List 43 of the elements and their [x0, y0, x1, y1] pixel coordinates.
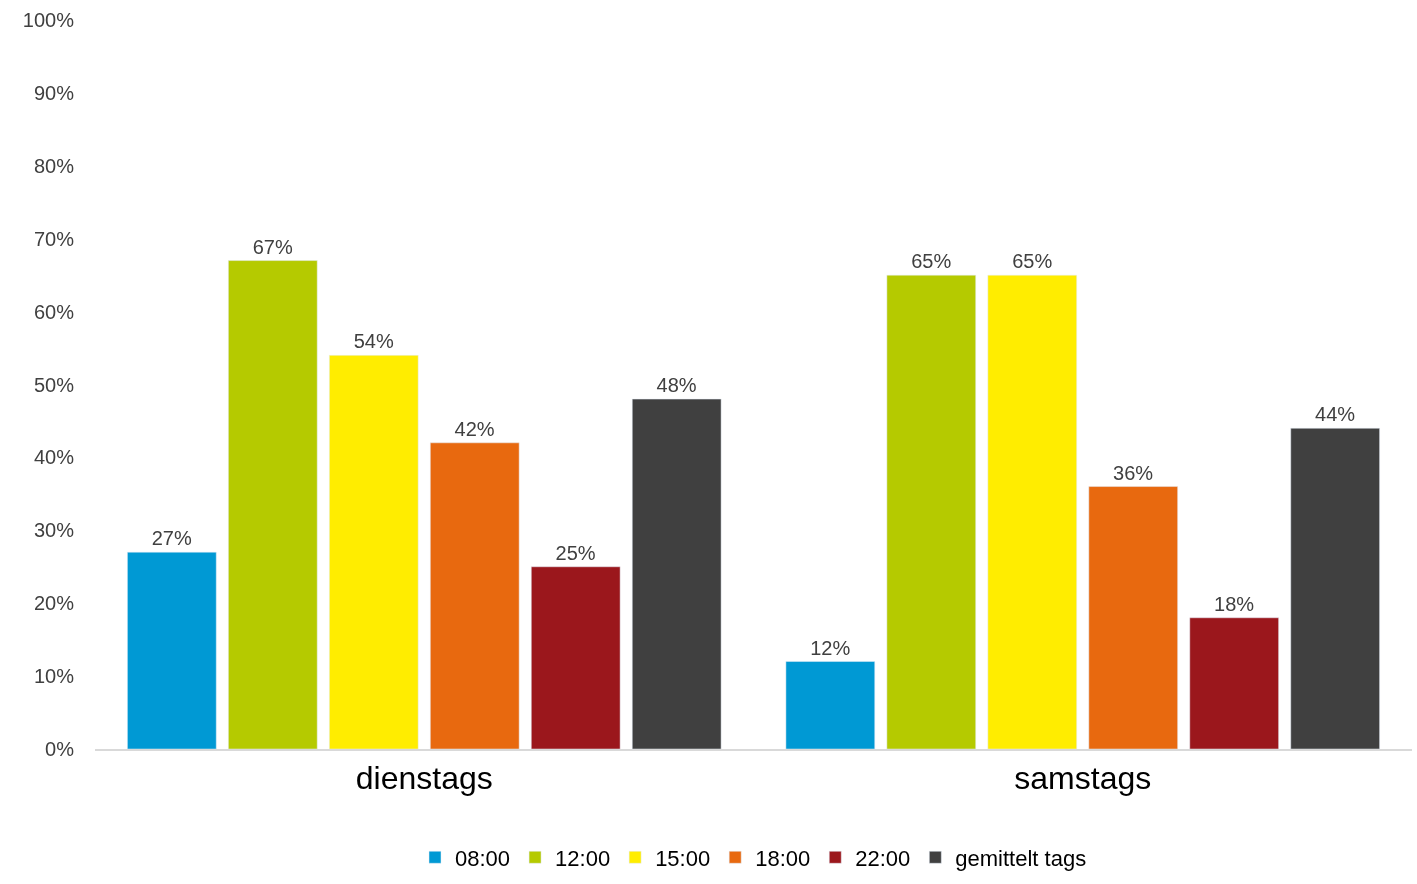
y-tick-label: 80%	[33, 154, 75, 177]
data-label: 54%	[353, 330, 394, 353]
y-tick-label: 40%	[33, 446, 75, 469]
bar	[1189, 617, 1279, 749]
bar	[1290, 427, 1380, 749]
data-label: 67%	[252, 235, 293, 258]
legend-label: 08:00	[455, 845, 511, 871]
bar	[228, 260, 318, 749]
bar	[430, 442, 520, 749]
bar	[785, 661, 875, 749]
y-tick-label: 10%	[33, 665, 75, 688]
legend-label: 18:00	[755, 845, 811, 871]
data-label: 65%	[911, 250, 952, 273]
x-tick-label: samstags	[1014, 760, 1152, 797]
bar	[886, 274, 976, 749]
x-tick-label: dienstags	[355, 760, 493, 797]
y-tick-label: 20%	[33, 592, 75, 615]
y-tick-label: 60%	[33, 300, 75, 323]
y-tick-label: 30%	[33, 519, 75, 542]
legend-label: 15:00	[655, 845, 711, 871]
y-tick-label: 0%	[45, 738, 75, 760]
y-tick-label: 100%	[22, 9, 75, 31]
data-label: 18%	[1214, 592, 1255, 615]
data-label: 42%	[454, 417, 495, 440]
bar	[127, 551, 217, 749]
bar	[531, 566, 621, 749]
y-tick-label: 70%	[33, 227, 75, 250]
data-label: 25%	[555, 541, 596, 564]
data-label: 12%	[810, 636, 851, 659]
bar	[1088, 486, 1178, 749]
legend-label: 22:00	[855, 845, 911, 871]
data-label: 44%	[1315, 403, 1356, 426]
y-tick-label: 50%	[33, 373, 75, 396]
data-label: 48%	[656, 374, 697, 397]
data-label: 65%	[1012, 250, 1053, 273]
data-label: 27%	[151, 527, 192, 550]
bar	[632, 398, 722, 749]
legend-label: gemittelt tags	[955, 845, 1087, 871]
y-tick-label: 90%	[33, 81, 75, 104]
bar	[987, 274, 1077, 749]
bar	[329, 355, 419, 749]
data-label: 36%	[1113, 461, 1154, 484]
legend-label: 12:00	[555, 845, 611, 871]
